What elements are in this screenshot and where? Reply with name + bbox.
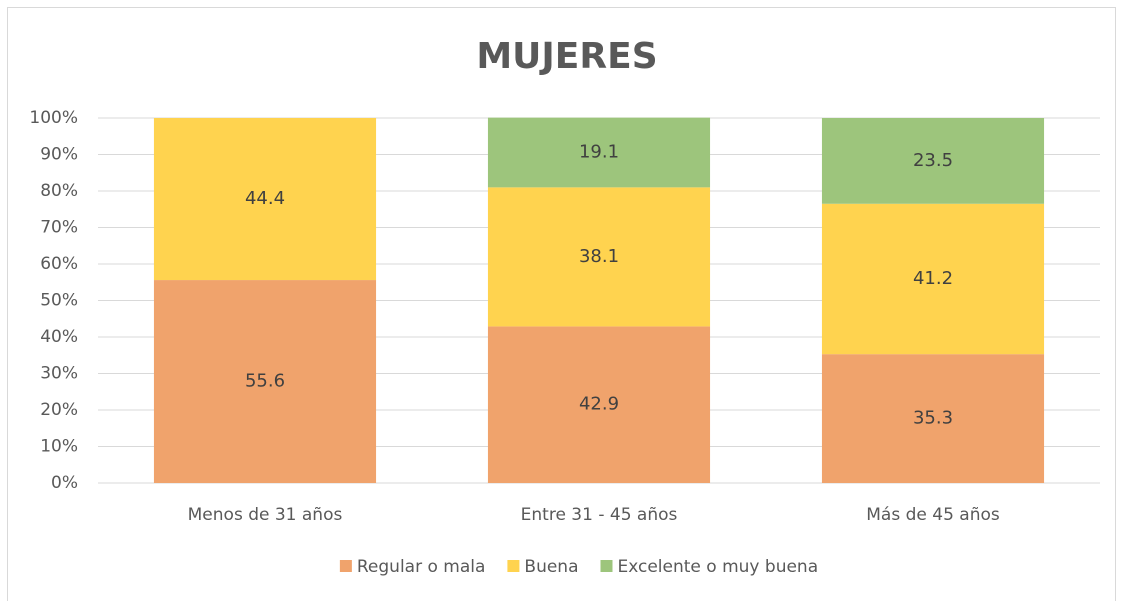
- bar-segment: [153, 118, 377, 281]
- x-tick-label: Más de 45 años: [866, 505, 1000, 525]
- legend-label: Regular o mala: [357, 557, 486, 577]
- chart-title: MUJERES: [476, 36, 657, 77]
- y-tick-label: 20%: [40, 400, 78, 420]
- legend-swatch: [600, 560, 613, 572]
- data-label: 19.1: [579, 141, 619, 162]
- data-label: 23.5: [913, 150, 953, 171]
- bar-segment: [487, 326, 711, 483]
- bar-segment: [821, 203, 1045, 355]
- bar-segment: [487, 187, 711, 327]
- y-tick-label: 50%: [40, 291, 78, 311]
- data-label: 42.9: [579, 394, 619, 415]
- x-tick-label: Menos de 31 años: [188, 505, 343, 525]
- y-tick-label: 40%: [40, 327, 78, 347]
- bar-segment: [153, 280, 377, 483]
- bar-segment: [487, 117, 711, 188]
- y-tick-label: 0%: [51, 473, 78, 493]
- y-tick-label: 80%: [40, 181, 78, 201]
- legend-label: Excelente o muy buena: [618, 557, 819, 577]
- y-tick-label: 30%: [40, 364, 78, 384]
- y-tick-label: 90%: [40, 145, 78, 165]
- data-label: 55.6: [245, 371, 285, 392]
- legend-label: Buena: [524, 557, 578, 577]
- legend-swatch: [339, 560, 352, 572]
- legend-swatch: [507, 560, 520, 572]
- bar-segment: [821, 354, 1045, 483]
- y-tick-label: 60%: [40, 254, 78, 274]
- data-label: 44.4: [245, 188, 285, 209]
- data-label: 41.2: [913, 268, 953, 289]
- x-tick-label: Entre 31 - 45 años: [521, 505, 678, 525]
- bar-segment: [821, 118, 1045, 204]
- data-label: 38.1: [579, 246, 619, 267]
- chart-border: [7, 7, 1116, 601]
- data-label: 35.3: [913, 408, 953, 429]
- y-tick-label: 70%: [40, 218, 78, 238]
- y-tick-label: 10%: [40, 437, 78, 457]
- y-tick-label: 100%: [29, 108, 78, 128]
